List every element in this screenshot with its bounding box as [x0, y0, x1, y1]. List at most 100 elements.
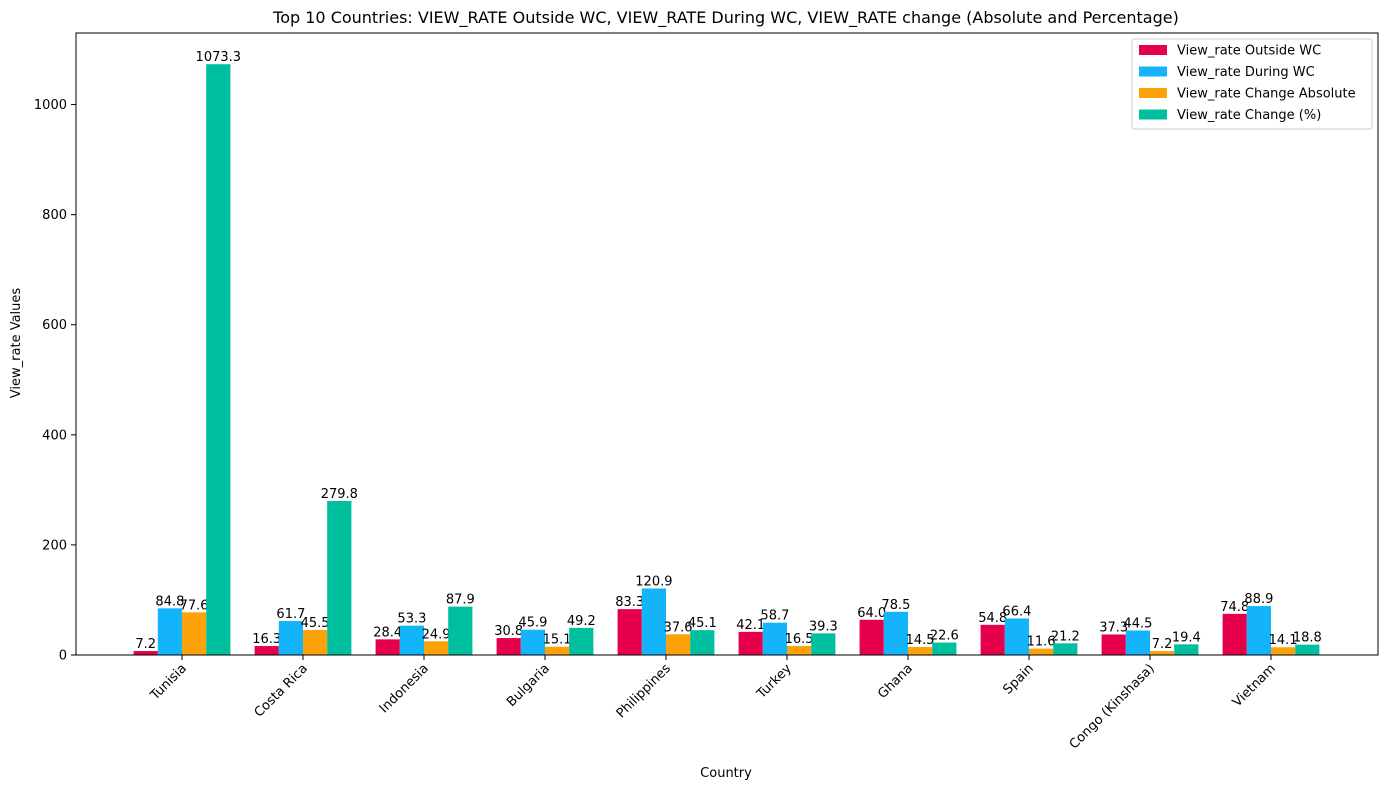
legend-box — [1131, 38, 1373, 130]
data-label-2-9: 44.5 — [1123, 617, 1152, 632]
y-tick-label-6: 1000 — [34, 98, 67, 113]
bar-4-1 — [206, 64, 231, 655]
legend-swatch-3 — [1139, 88, 1167, 98]
y-tick-label-1: 0 — [59, 649, 67, 664]
bar-2-1 — [157, 608, 182, 655]
data-label-2-5: 120.9 — [635, 574, 672, 589]
plot-area: 7.2 16.3 28.4 30.883.342.164.0 54.837.374.88… — [34, 32, 1379, 752]
bar-4-3 — [448, 606, 473, 655]
data-label-4-8: 21.2 — [1051, 629, 1080, 644]
data-label-3-4: 15.1 — [543, 633, 572, 648]
series-4: 1073.3 279.8 87.9 49.2 45.1 39.3 22.6 21.2 19.4 1… — [196, 50, 1322, 655]
x-tick-label-7: Ghana — [875, 661, 916, 702]
bar-3-7 — [908, 647, 933, 655]
y-axis-label: View_rate Values — [9, 288, 24, 399]
data-label-3-7: 14.5 — [906, 633, 935, 648]
data-label-1-10: 74.8 — [1220, 600, 1249, 615]
data-label-2-4: 45.9 — [518, 616, 547, 631]
data-label-1-2: 16.3 — [252, 632, 281, 647]
bar-2-7 — [883, 611, 908, 655]
legend-swatch-2 — [1139, 66, 1167, 77]
data-label-3-6: 16.5 — [785, 632, 814, 647]
data-label-3-10: 14.1 — [1269, 633, 1298, 648]
x-axis-label: Country — [700, 766, 752, 781]
data-label-1-8: 54.8 — [978, 611, 1007, 626]
bar-3-2 — [303, 629, 328, 655]
data-label-2-6: 58.7 — [760, 609, 789, 624]
legend: View_rate Outside WC View_rate During WC V… — [1131, 38, 1373, 130]
data-label-2-3: 53.3 — [397, 612, 426, 627]
data-label-4-10: 18.8 — [1293, 631, 1322, 646]
bar-3-8 — [1029, 648, 1054, 655]
data-label-3-5: 37.6 — [664, 620, 693, 635]
bar-4-5 — [690, 630, 715, 655]
bar-3-3 — [424, 641, 449, 655]
bar-1-10 — [1222, 613, 1247, 655]
data-label-2-1: 84.8 — [155, 594, 184, 609]
data-label-4-5: 45.1 — [688, 616, 717, 631]
bar-2-5 — [641, 588, 666, 655]
bar-3-1 — [182, 612, 207, 655]
data-label-1-6: 42.1 — [736, 618, 765, 633]
data-label-4-2: 279.8 — [321, 487, 358, 502]
bar-3-10 — [1271, 647, 1296, 655]
x-tick-label-8: Spain — [1001, 661, 1037, 697]
bar-2-6 — [762, 622, 787, 655]
data-label-4-3: 87.9 — [446, 593, 475, 608]
data-label-2-7: 78.5 — [881, 598, 910, 613]
data-label-1-4: 30.8 — [494, 624, 523, 639]
data-label-2-2: 61.7 — [276, 607, 305, 622]
bar-4-4 — [569, 627, 594, 655]
plot-frame — [75, 32, 1379, 656]
chart-title: Top 10 Countries: VIEW_RATE Outside WC, … — [272, 8, 1179, 28]
y-tick-label-4: 600 — [42, 318, 67, 333]
bar-2-8 — [1004, 618, 1029, 655]
bar-4-6 — [811, 633, 836, 655]
bar-4-7 — [932, 642, 957, 655]
legend-swatch-1 — [1139, 45, 1167, 55]
bar-1-3 — [375, 639, 400, 655]
bar-3-9 — [1150, 651, 1175, 655]
bar-1-2 — [254, 646, 279, 655]
series-1: 7.2 16.3 28.4 30.8 83.3 42.1 64.0 54.8 37.3 74.8 — [133, 595, 1249, 655]
bar-1-5 — [617, 609, 642, 655]
data-label-2-10: 88.9 — [1244, 592, 1273, 607]
legend-label-1: View_rate Outside WC — [1177, 44, 1321, 59]
x-tick-label-9: Congo (Kinshasa) — [1067, 661, 1158, 752]
data-label-4-4: 49.2 — [567, 614, 596, 629]
bar-3-4 — [545, 646, 570, 655]
data-label-4-6: 39.3 — [809, 619, 838, 634]
bar-1-4 — [496, 638, 521, 655]
data-label-1-3: 28.4 — [373, 625, 402, 640]
bar-4-2 — [327, 500, 352, 655]
bar-1-6 — [738, 631, 763, 655]
legend-label-3: View_rate Change Absolute — [1177, 87, 1356, 102]
bar-2-2 — [278, 621, 303, 655]
data-label-4-1: 1073.3 — [196, 50, 242, 65]
bar-2-3 — [399, 625, 424, 655]
bar-2-4 — [520, 629, 545, 655]
x-tick-label-2: Costa Rica — [252, 661, 311, 720]
legend-label-4: View_rate Change (%) — [1177, 108, 1321, 123]
bar-4-8 — [1053, 643, 1078, 655]
bar-4-9 — [1174, 644, 1199, 655]
x-tick-label-5: Philippines — [614, 661, 674, 721]
y-tick-label-2: 200 — [42, 538, 67, 553]
data-label-1-1: 7.2 — [135, 637, 156, 652]
legend-swatch-4 — [1139, 109, 1167, 120]
data-label-3-8: 11.6 — [1027, 635, 1056, 650]
bar-4-10 — [1295, 644, 1320, 655]
data-label-1-7: 64.0 — [857, 606, 886, 621]
x-tick-label-10: Vietnam — [1230, 661, 1279, 710]
series-2: 84.8 61.7 53.3 45.9 120.9 58.7 78.5 66.4 44.5 88.… — [155, 574, 1273, 655]
bar-1-9 — [1101, 634, 1126, 655]
bar-3-6 — [787, 645, 812, 655]
x-tick-label-6: Turkey — [754, 661, 795, 702]
bar-1-1 — [133, 651, 158, 655]
x-tick-label-3: Indonesia — [377, 661, 432, 716]
bar-2-9 — [1125, 630, 1150, 655]
data-label-3-9: 7.2 — [1152, 637, 1173, 652]
y-tick-label-3: 400 — [42, 428, 67, 443]
